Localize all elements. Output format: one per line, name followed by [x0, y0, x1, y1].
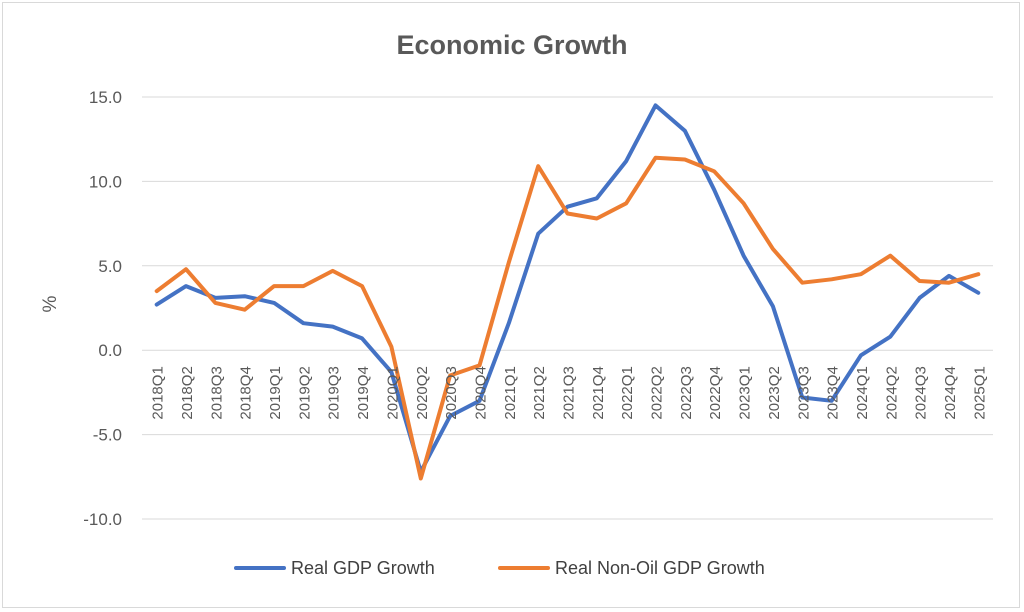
x-tick-label: 2023Q4 — [825, 366, 842, 419]
x-tick-label: 2019Q3 — [326, 366, 343, 419]
y-axis-label: % — [40, 295, 61, 312]
x-tick-label: 2023Q1 — [737, 366, 754, 419]
y-tick-label: 10.0 — [89, 172, 122, 191]
x-tick-label: 2020Q4 — [473, 366, 490, 419]
x-tick-label: 2019Q2 — [296, 366, 313, 419]
y-tick-label: 5.0 — [98, 257, 122, 276]
x-tick-label: 2021Q3 — [561, 366, 578, 419]
series-line-real-non-oil-gdp-growth — [154, 155, 981, 481]
series-line-real-gdp-growth — [154, 103, 981, 474]
x-tick-label: 2022Q3 — [678, 366, 695, 419]
x-tick-label: 2023Q3 — [795, 366, 812, 419]
x-tick-label: 2024Q2 — [883, 366, 900, 419]
x-tick-label: 2025Q1 — [971, 366, 988, 419]
x-tick-label: 2018Q4 — [238, 366, 255, 419]
x-tick-label: 2020Q2 — [414, 366, 431, 419]
x-tick-label: 2019Q4 — [355, 366, 372, 419]
x-tick-label: 2024Q4 — [942, 366, 959, 419]
x-tick-label: 2018Q3 — [208, 366, 225, 419]
legend-label: Real Non-Oil GDP Growth — [555, 558, 765, 578]
x-tick-label: 2019Q1 — [267, 366, 284, 419]
legend-label: Real GDP Growth — [291, 558, 435, 578]
y-tick-label: -5.0 — [93, 426, 122, 445]
x-tick-label: 2023Q2 — [766, 366, 783, 419]
legend: Real GDP Growth Real Non-Oil GDP Growth — [234, 558, 765, 578]
y-tick-label: 0.0 — [98, 341, 122, 360]
x-tick-label: 2018Q2 — [179, 366, 196, 419]
x-tick-label: 2022Q1 — [619, 366, 636, 419]
x-tick-label: 2021Q1 — [502, 366, 519, 419]
chart-title: Economic Growth — [396, 30, 627, 60]
gridlines — [142, 96, 993, 520]
x-tick-label: 2024Q1 — [854, 366, 871, 419]
x-tick-label: 2022Q2 — [649, 366, 666, 419]
x-tick-label: 2018Q1 — [150, 366, 167, 419]
x-tick-label: 2020Q1 — [384, 366, 401, 419]
x-tick-label: 2021Q2 — [531, 366, 548, 419]
y-tick-label: 15.0 — [89, 88, 122, 107]
y-axis-ticks: -10.0 -5.0 0.0 5.0 10.0 15.0 — [83, 88, 122, 529]
series-lines — [154, 103, 981, 481]
x-axis-ticks: 2018Q1 2018Q2 2018Q3 2018Q4 2019Q1 2019Q2 2019… — [150, 366, 989, 419]
x-tick-label: 2020Q3 — [443, 366, 460, 419]
x-tick-label: 2021Q4 — [590, 366, 607, 419]
x-tick-label: 2022Q4 — [707, 366, 724, 419]
x-tick-label: 2024Q3 — [913, 366, 930, 419]
y-tick-label: -10.0 — [83, 510, 122, 529]
